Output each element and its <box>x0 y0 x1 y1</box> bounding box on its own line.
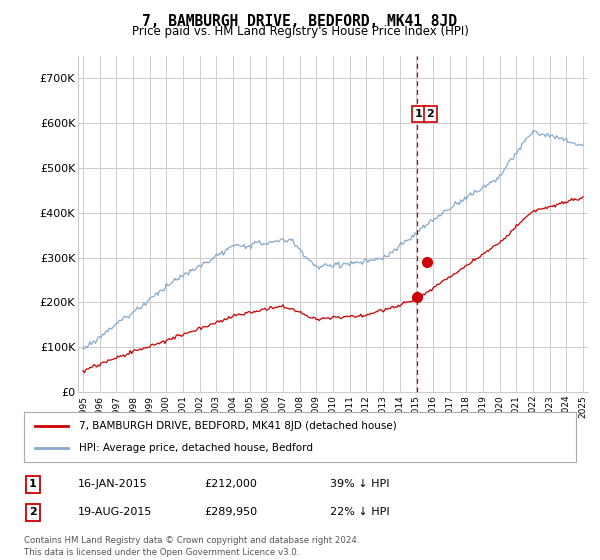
Text: 2: 2 <box>426 109 434 119</box>
Text: HPI: Average price, detached house, Bedford: HPI: Average price, detached house, Bedf… <box>79 443 313 453</box>
Text: 1: 1 <box>415 109 422 119</box>
Text: 16-JAN-2015: 16-JAN-2015 <box>78 479 148 489</box>
Text: 22% ↓ HPI: 22% ↓ HPI <box>330 507 389 517</box>
Text: 7, BAMBURGH DRIVE, BEDFORD, MK41 8JD (detached house): 7, BAMBURGH DRIVE, BEDFORD, MK41 8JD (de… <box>79 421 397 431</box>
Text: 7, BAMBURGH DRIVE, BEDFORD, MK41 8JD: 7, BAMBURGH DRIVE, BEDFORD, MK41 8JD <box>143 14 458 29</box>
Text: Contains HM Land Registry data © Crown copyright and database right 2024.
This d: Contains HM Land Registry data © Crown c… <box>24 536 359 557</box>
Text: 2: 2 <box>29 507 37 517</box>
Text: 39% ↓ HPI: 39% ↓ HPI <box>330 479 389 489</box>
Text: £289,950: £289,950 <box>204 507 257 517</box>
Text: Price paid vs. HM Land Registry's House Price Index (HPI): Price paid vs. HM Land Registry's House … <box>131 25 469 38</box>
Text: 19-AUG-2015: 19-AUG-2015 <box>78 507 152 517</box>
Text: 1: 1 <box>29 479 37 489</box>
Text: £212,000: £212,000 <box>204 479 257 489</box>
